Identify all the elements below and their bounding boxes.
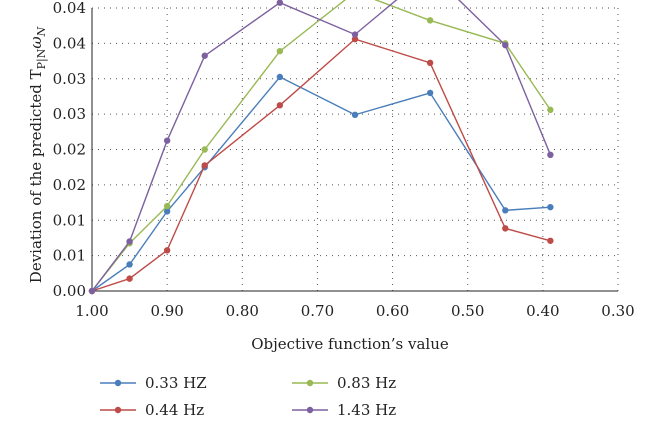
x-tick-label: 0.70 (301, 302, 334, 320)
series-line (91, 0, 552, 292)
data-point (351, 111, 359, 119)
y-tick-label: 0.03 (53, 70, 86, 88)
data-point (163, 137, 171, 144)
data-point (502, 225, 509, 232)
y-tick-label: 0.02 (53, 141, 86, 159)
x-tick-label: 0.60 (376, 302, 409, 320)
data-point (276, 102, 284, 109)
legend-item: 1.43 Hz (292, 401, 396, 419)
y-tick-label: 0.00 (53, 282, 86, 300)
legend-label: 0.44 Hz (145, 401, 204, 419)
data-point (351, 31, 359, 38)
data-point (88, 287, 96, 295)
legend-item: 0.44 Hz (100, 401, 204, 419)
data-point (126, 261, 133, 268)
x-axis-title: Objective function’s value (251, 335, 449, 353)
y-tick-label: 0.04 (53, 34, 86, 52)
series-line (91, 38, 551, 292)
data-point (426, 17, 434, 24)
y-axis-title: Deviation of the predicted TP|NωN (27, 26, 49, 283)
data-point (163, 202, 171, 210)
data-point (502, 207, 509, 214)
grid-lines (92, 7, 619, 291)
data-point (351, 35, 359, 43)
y-tick-label: 0.01 (53, 211, 86, 229)
data-point (163, 208, 171, 215)
legend-label: 0.33 HZ (145, 374, 207, 392)
legend-swatch-marker (306, 379, 314, 387)
data-point (201, 162, 208, 169)
x-tick-labels: 1.00 0.90 0.80 0.70 0.60 0.50 0.40 0.30 (75, 302, 634, 320)
data-point (126, 275, 133, 282)
series-group (88, 0, 554, 295)
data-point (276, 73, 284, 81)
series-1-43-hz (88, 0, 554, 295)
x-tick-label: 0.80 (226, 302, 259, 320)
data-point (426, 89, 434, 97)
y-tick-label: 0.03 (53, 105, 86, 123)
series-line (91, 76, 551, 292)
y-tick-label: 0.02 (53, 176, 86, 194)
legend-swatch-marker (306, 406, 314, 414)
y-axis-title-sub: P|N (35, 48, 49, 69)
legend-swatch-marker (114, 406, 122, 414)
x-tick-label: 0.90 (150, 302, 183, 320)
data-point (201, 146, 208, 153)
data-point (426, 59, 434, 67)
y-tick-labels: 0.00 0.01 0.01 0.02 0.02 0.03 0.03 0.04 0.04 (53, 0, 86, 300)
x-tick-label: 0.50 (451, 302, 484, 320)
x-tick-label: 0.40 (526, 302, 559, 320)
series-line (91, 0, 551, 292)
axes (91, 8, 618, 292)
data-point (276, 47, 284, 55)
x-tick-label: 1.00 (75, 302, 108, 320)
data-point (547, 106, 554, 114)
y-tick-label: 0.04 (53, 0, 86, 17)
data-point (547, 237, 554, 244)
data-point (547, 151, 554, 159)
legend: 0.33 HZ 0.44 Hz 0.83 Hz 1.43 Hz (100, 374, 396, 419)
y-axis-title-tail: ω (27, 36, 45, 48)
y-tick-label: 0.01 (53, 247, 86, 265)
series-0-33-hz (88, 73, 554, 295)
y-axis-title-tail-sub: N (35, 26, 48, 37)
y-axis-title-main: Deviation of the predicted T (27, 69, 45, 283)
data-point (502, 41, 509, 49)
data-point (201, 52, 208, 59)
x-tick-label: 0.30 (601, 302, 634, 320)
legend-label: 1.43 Hz (337, 401, 396, 419)
legend-item: 0.33 HZ (100, 374, 207, 392)
data-point (547, 203, 554, 211)
data-point (126, 238, 133, 245)
data-point (276, 0, 284, 6)
data-point (163, 247, 171, 254)
legend-label: 0.83 Hz (337, 374, 396, 392)
series-0-83-hz (88, 0, 554, 295)
legend-item: 0.83 Hz (292, 374, 396, 392)
legend-swatch-marker (114, 379, 122, 387)
